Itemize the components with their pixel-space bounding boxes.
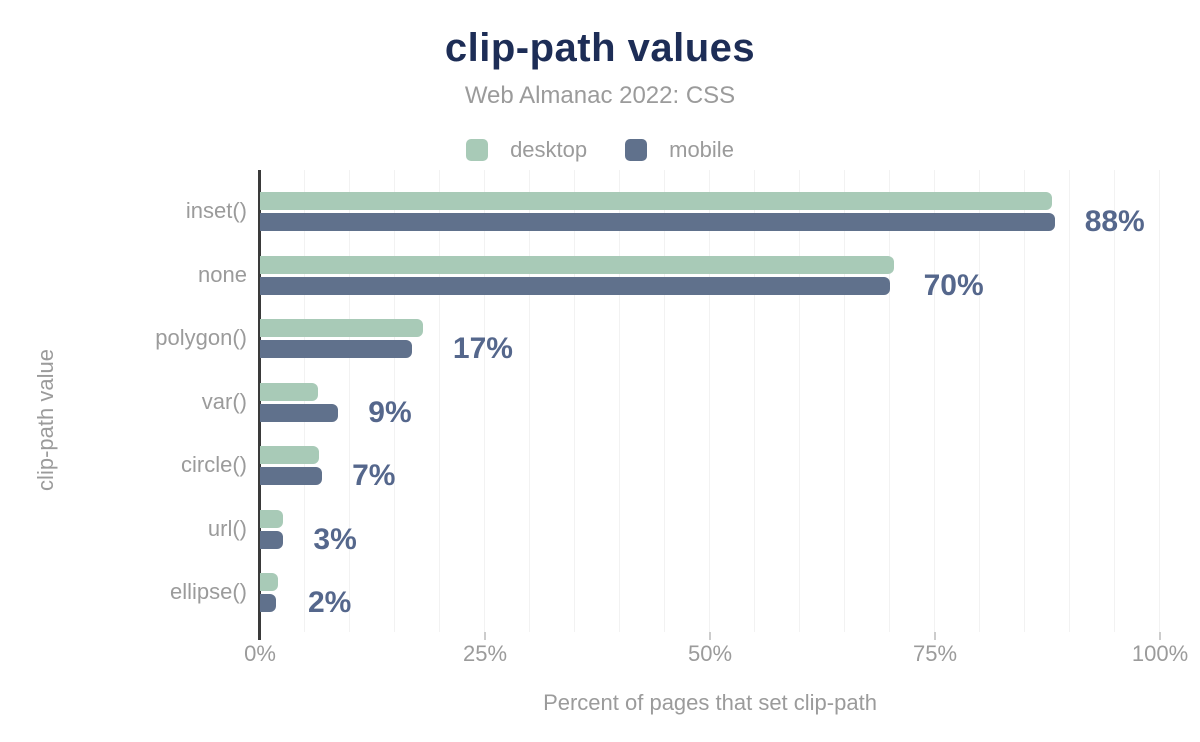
- x-tick-label: 25%: [462, 641, 508, 666]
- plot-area: inset() 88% none 70% polygon() 17% var() 9% circ…: [155, 170, 1161, 640]
- x-tick-mark: [484, 632, 486, 640]
- category-label: circle(): [181, 452, 247, 477]
- x-tick-label: 75%: [912, 641, 958, 666]
- desktop-bar[interactable]: [260, 573, 278, 591]
- bar-group: ellipse() 2%: [170, 573, 1160, 635]
- y-axis-title: clip-path value: [33, 349, 58, 491]
- value-label: 2%: [308, 586, 352, 619]
- desktop-bar[interactable]: [260, 255, 894, 274]
- desktop-bar[interactable]: [260, 319, 423, 337]
- category-label: polygon(): [155, 325, 247, 350]
- category-label: none: [198, 261, 247, 287]
- mobile-bar[interactable]: [260, 467, 323, 485]
- value-label: 9%: [368, 395, 412, 429]
- mobile-bar[interactable]: [260, 403, 339, 422]
- x-tick-label: 100%: [1131, 641, 1189, 666]
- x-tick-mark: [709, 632, 711, 640]
- category-label: url(): [207, 515, 247, 541]
- category-label: ellipse(): [169, 579, 247, 604]
- x-tick-label: 0%: [244, 641, 276, 666]
- value-label: 7%: [352, 459, 396, 492]
- x-tick-label: 50%: [687, 641, 733, 666]
- category-label: inset(): [185, 198, 247, 223]
- desktop-bar[interactable]: [260, 192, 1052, 210]
- value-label: 17%: [452, 332, 513, 365]
- value-label: 3%: [313, 522, 357, 556]
- chart-title: clip-path values: [444, 26, 756, 70]
- value-label: 70%: [923, 268, 984, 302]
- desktop-bar[interactable]: [260, 382, 318, 401]
- desktop-swatch-icon: [466, 139, 489, 161]
- mobile-swatch-icon: [625, 139, 648, 161]
- value-label: 88%: [1084, 205, 1145, 238]
- x-axis: 0% 25% 50% 75% 100%: [244, 641, 1188, 667]
- bar-group: none 70%: [198, 255, 1160, 318]
- legend-label-desktop: desktop: [510, 137, 588, 162]
- mobile-bar[interactable]: [260, 530, 283, 549]
- mobile-bar[interactable]: [260, 594, 277, 612]
- desktop-bar[interactable]: [260, 446, 320, 464]
- mobile-bar[interactable]: [260, 276, 890, 295]
- mobile-bar[interactable]: [260, 213, 1055, 231]
- legend-label-mobile: mobile: [669, 137, 734, 162]
- category-label: var(): [201, 388, 247, 414]
- bar-group: url() 3%: [208, 509, 1160, 572]
- mobile-bar[interactable]: [260, 340, 413, 358]
- bar-group: polygon() 17%: [155, 319, 1160, 381]
- x-tick-mark: [934, 632, 936, 640]
- legend-item-desktop[interactable]: desktop: [466, 137, 587, 163]
- bar-group: circle() 7%: [181, 446, 1160, 508]
- x-axis-title: Percent of pages that set clip-path: [543, 690, 877, 715]
- legend-item-mobile[interactable]: mobile: [625, 137, 734, 163]
- bar-group: var() 9%: [202, 382, 1160, 445]
- chart-subtitle: Web Almanac 2022: CSS: [464, 82, 736, 109]
- legend: desktop mobile: [0, 137, 1200, 163]
- desktop-bar[interactable]: [260, 509, 284, 528]
- y-axis-line: [258, 170, 261, 640]
- x-tick-mark: [1159, 632, 1161, 640]
- bar-group: inset() 88%: [186, 192, 1160, 254]
